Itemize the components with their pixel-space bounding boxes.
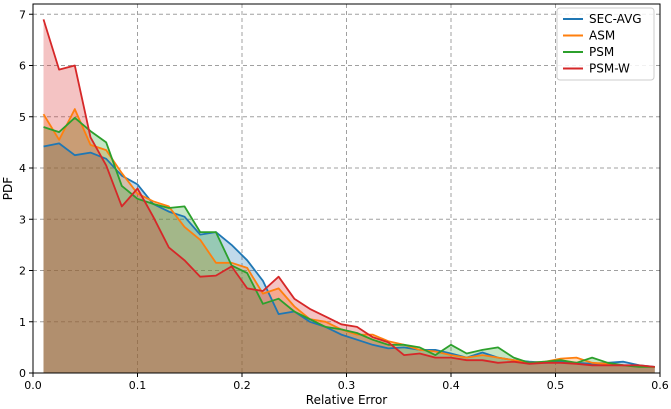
x-tick-label: 0.5 xyxy=(547,379,565,392)
y-tick-label: 0 xyxy=(19,367,26,380)
y-tick-label: 4 xyxy=(19,162,26,175)
area-psm-w xyxy=(43,19,655,374)
y-axis-label: PDF xyxy=(1,177,15,200)
y-tick-label: 2 xyxy=(19,265,26,278)
legend-label: SEC-AVG xyxy=(589,12,642,26)
x-tick-label: 0.2 xyxy=(233,379,251,392)
x-axis-label: Relative Error xyxy=(306,393,388,407)
legend-box xyxy=(556,7,655,81)
x-tick-label: 0.3 xyxy=(338,379,356,392)
legend-label: PSM xyxy=(589,45,614,59)
series-lines xyxy=(42,19,655,368)
x-tick-label: 0.1 xyxy=(129,379,147,392)
x-tick-label: 0.6 xyxy=(651,379,669,392)
y-tick-label: 6 xyxy=(19,60,26,73)
y-tick-label: 3 xyxy=(19,213,26,226)
area-sec-avg xyxy=(43,143,655,373)
legend-label: PSM-W xyxy=(589,62,630,76)
x-tick-label: 0.0 xyxy=(24,379,42,392)
y-tick-label: 7 xyxy=(19,8,26,21)
y-tick-label: 5 xyxy=(19,111,26,124)
area-psm xyxy=(43,117,655,373)
y-tick-label: 1 xyxy=(19,316,26,329)
x-tick-label: 0.4 xyxy=(442,379,460,392)
line-psm-w xyxy=(42,19,655,368)
area-asm xyxy=(43,109,655,373)
axis-ticks: 0.0 0.1 0.2 0.3 0.4 0.5 0.6 0 1 2 3 4 5 6 7 xyxy=(19,8,669,392)
legend-label: ASM xyxy=(589,29,615,43)
area-fills xyxy=(43,19,655,374)
legend: SEC-AVG ASM PSM PSM-W xyxy=(556,7,655,81)
